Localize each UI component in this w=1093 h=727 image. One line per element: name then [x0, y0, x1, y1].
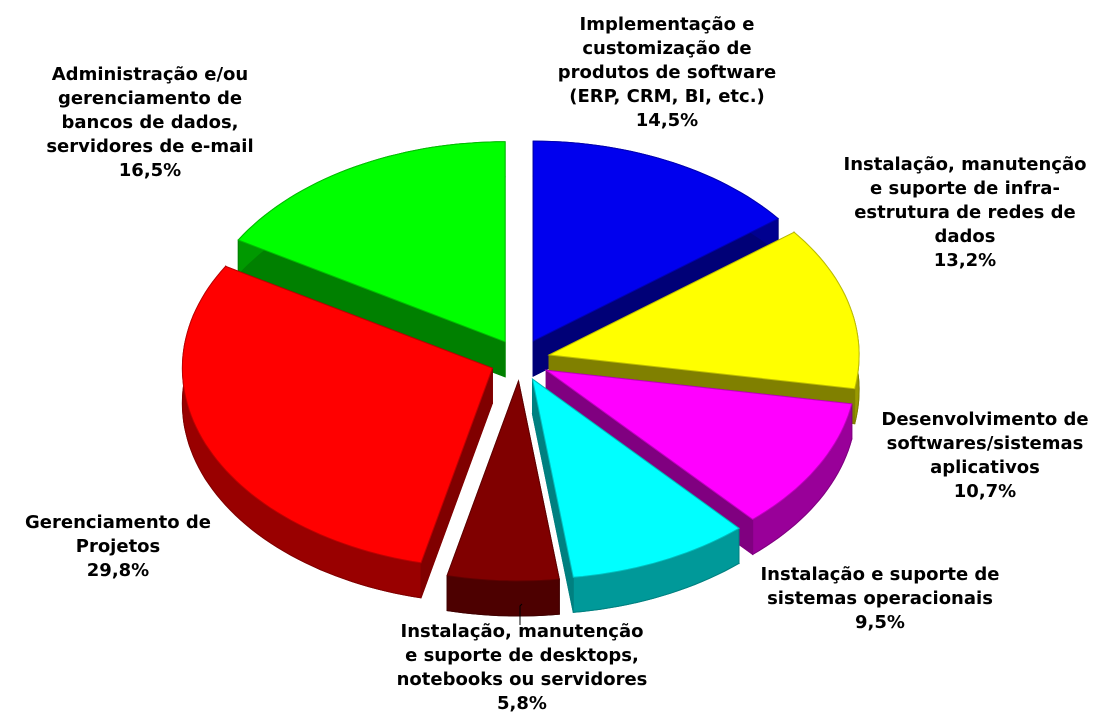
slice-label: Instalação, manutenção e suporte de deskt… — [397, 621, 648, 690]
slice-label: Implementação e customização de produtos d… — [558, 14, 777, 107]
label-line: gerenciamento de — [58, 88, 242, 109]
slice-top — [532, 140, 780, 342]
slice — [544, 369, 853, 556]
slice-top — [544, 369, 853, 520]
value-label: 5,8% — [497, 693, 547, 714]
label-line: aplicativos — [930, 457, 1040, 478]
label-line: customização de — [582, 38, 751, 59]
label-line: Gerenciamento de — [25, 512, 211, 533]
label-line: notebooks ou servidores — [397, 669, 648, 690]
label-line: Instalação e suporte de — [760, 564, 999, 585]
value-label: 13,2% — [934, 250, 996, 271]
label-line: Implementação e — [580, 14, 755, 35]
slice-top — [237, 141, 506, 343]
slice-label: Gerenciamento de Projetos — [25, 512, 211, 557]
value-label: 10,7% — [954, 481, 1016, 502]
slice-label: Instalação e suporte de sistemas operacio… — [760, 564, 999, 609]
label-line: Administração e/ou — [52, 64, 248, 85]
slice-label: Desenvolvimento de softwares/sistemas apli… — [881, 409, 1088, 478]
leader-line — [519, 603, 523, 625]
value-label: 9,5% — [855, 612, 905, 633]
slice — [181, 265, 494, 599]
label-line: servidores de e-mail — [46, 136, 253, 157]
value-label: 16,5% — [119, 160, 181, 181]
slice — [446, 379, 560, 617]
slice-label: Administração e/ou gerenciamento de bancos… — [46, 64, 253, 157]
value-label: 14,5% — [636, 110, 698, 131]
label-line: Instalação, manutenção — [401, 621, 644, 642]
slice-top — [181, 265, 494, 564]
label-line: Desenvolvimento de — [881, 409, 1088, 430]
label-line: sistemas operacionais — [767, 588, 993, 609]
label-line: dados — [935, 226, 996, 247]
label-line: bancos de dados, — [61, 112, 238, 133]
slice-label: Instalação, manutenção e suporte de infra… — [844, 154, 1087, 247]
value-label: 29,8% — [87, 560, 149, 581]
slice-wall — [446, 575, 560, 617]
label-line: (ERP, CRM, BI, etc.) — [569, 86, 765, 107]
label-line: e suporte de infra- — [870, 178, 1060, 199]
label-line: estrutura de redes de — [854, 202, 1076, 223]
label-line: softwares/sistemas — [887, 433, 1084, 454]
label-line: Instalação, manutenção — [844, 154, 1087, 175]
slice-top — [446, 379, 560, 582]
label-line: Projetos — [76, 536, 161, 557]
slice-top — [531, 377, 740, 578]
slice — [237, 141, 506, 378]
slice — [531, 377, 740, 613]
label-line: e suporte de desktops, — [405, 645, 639, 666]
slice-top — [547, 231, 860, 390]
label-line: produtos de software — [558, 62, 777, 83]
